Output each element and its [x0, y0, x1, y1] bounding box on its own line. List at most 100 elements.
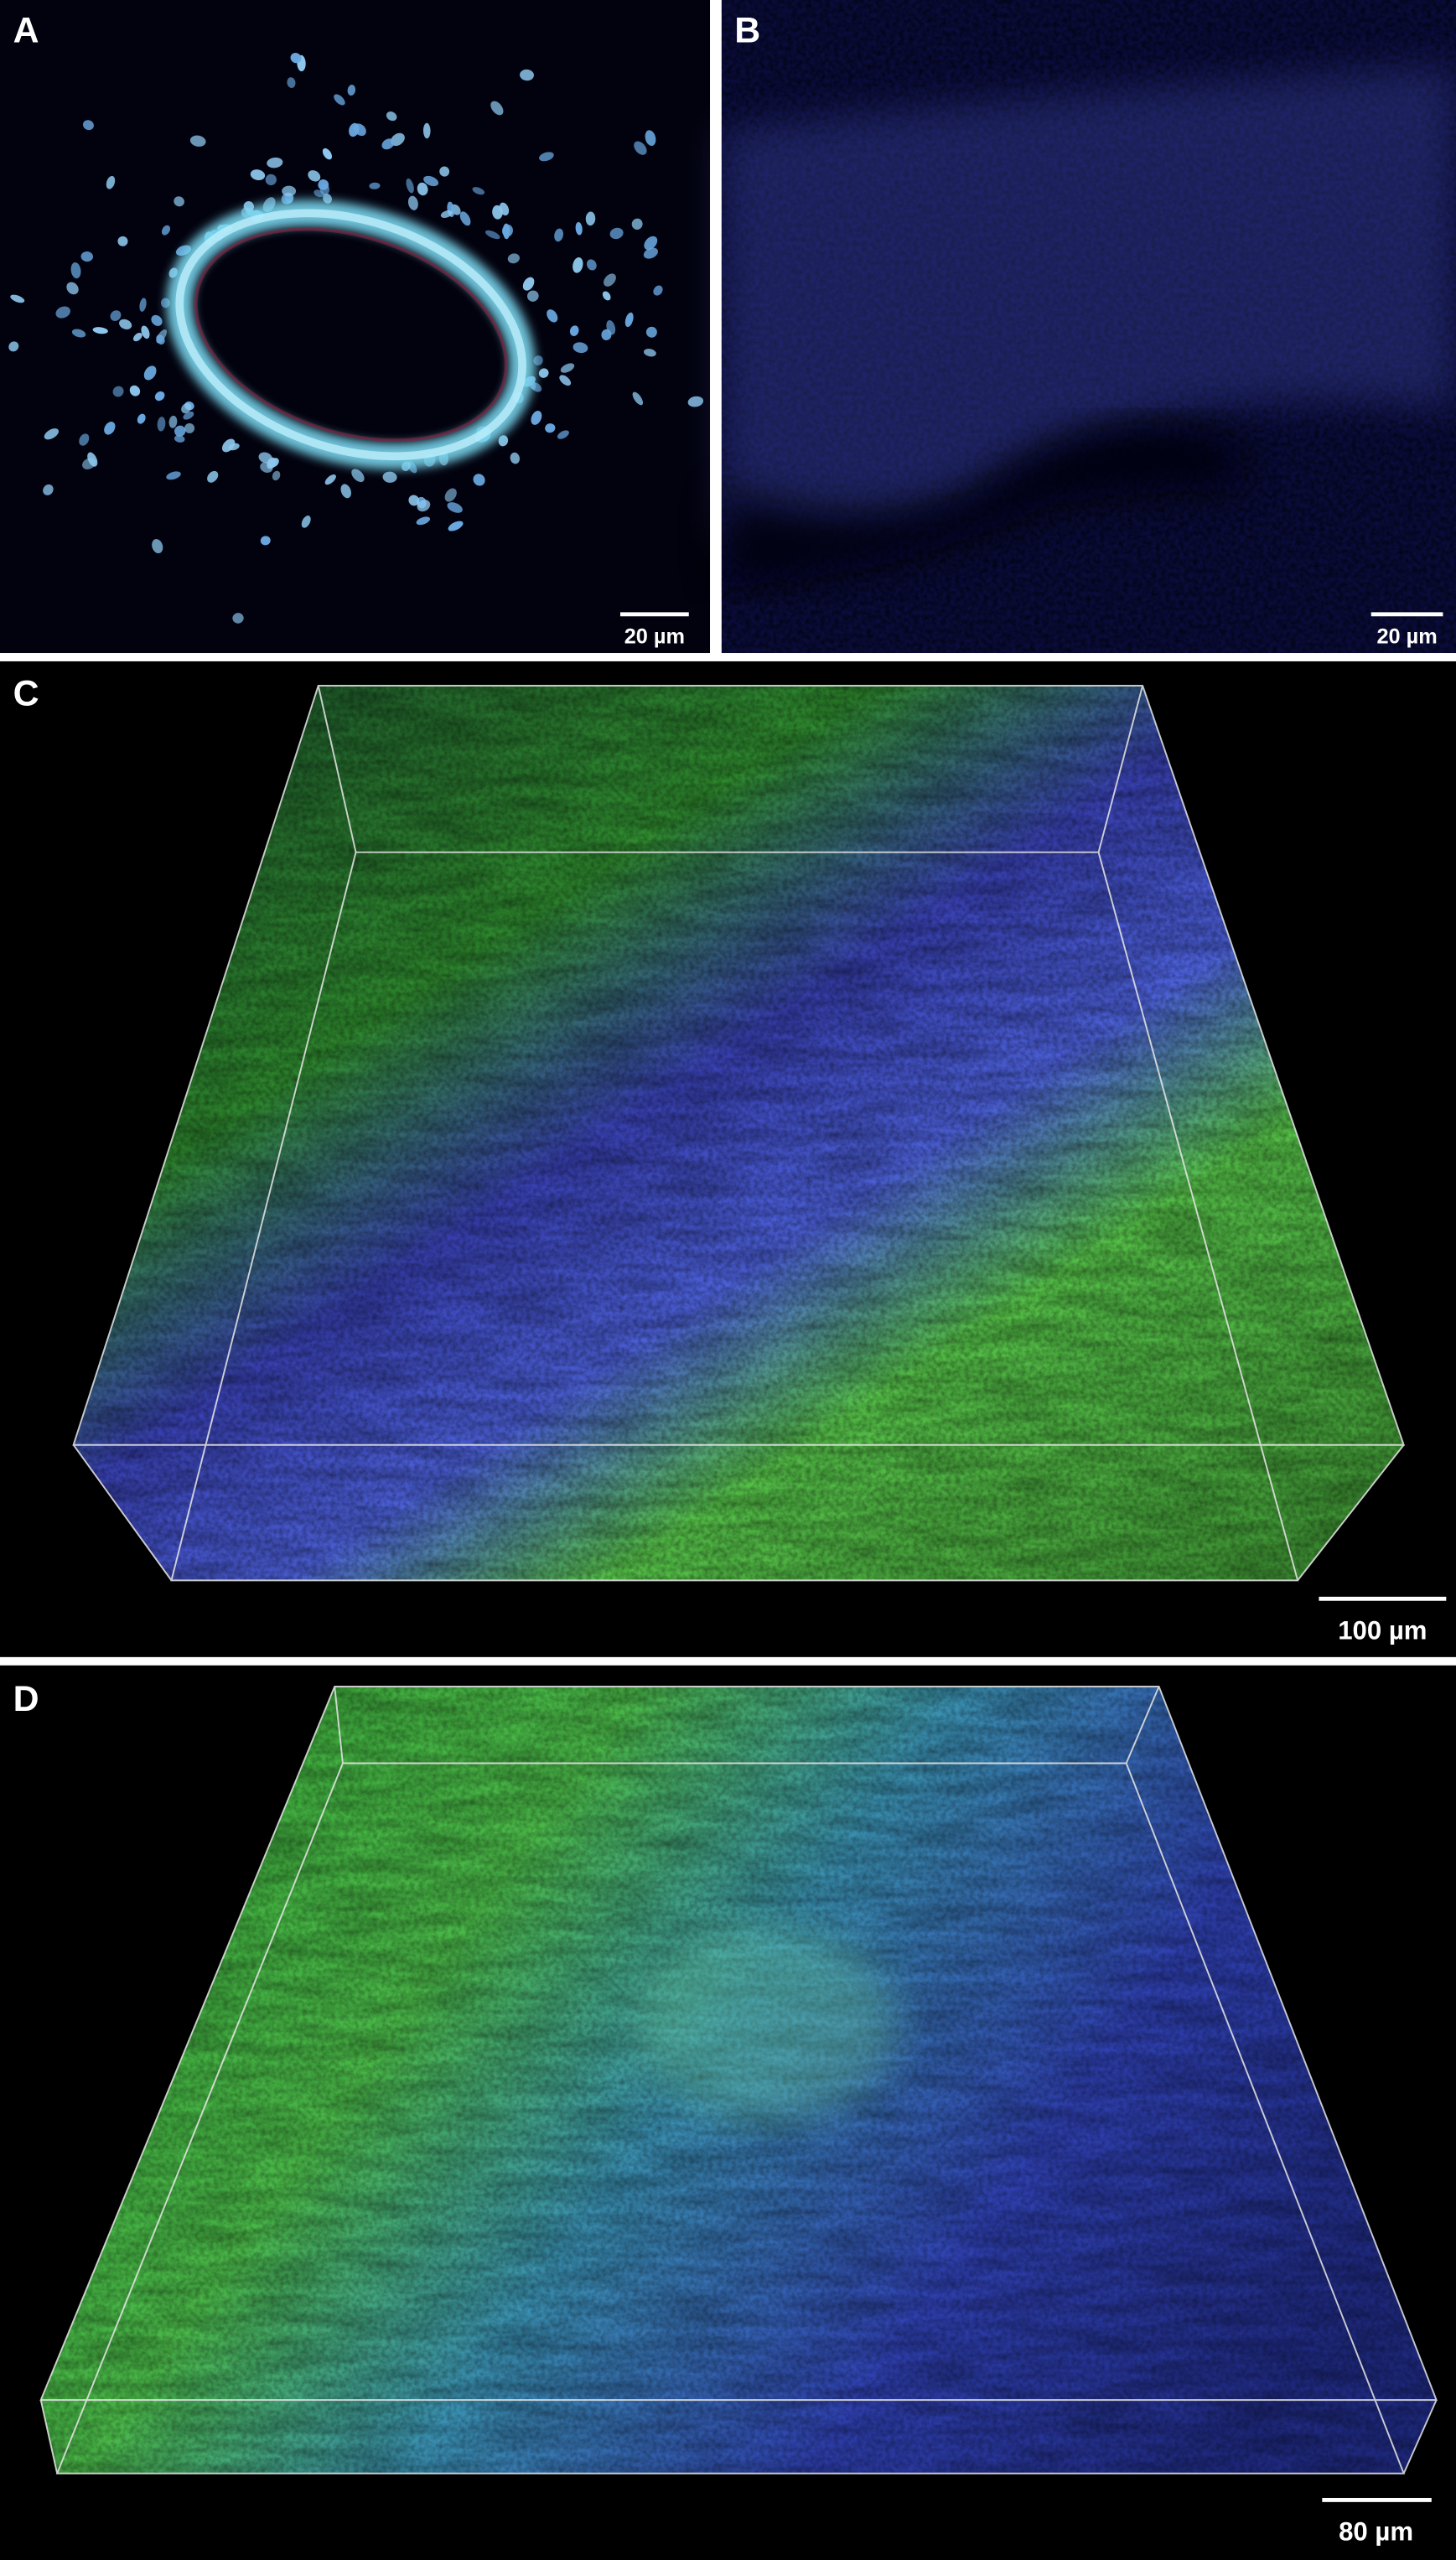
nucleus [347, 85, 356, 96]
nucleus [189, 135, 206, 147]
nucleus [71, 329, 86, 338]
nucleus [531, 411, 542, 425]
nucleus [282, 185, 297, 197]
nucleus [166, 471, 181, 480]
panel-label: C [13, 673, 39, 713]
nucleus [624, 312, 634, 328]
panel-d: D 80 µm [0, 1665, 1456, 2560]
nucleus [554, 228, 563, 242]
nucleus [520, 69, 534, 81]
nucleus [573, 257, 583, 273]
divider [0, 653, 1456, 661]
scale-bar-label: 20 µm [1376, 624, 1437, 648]
nucleus [80, 251, 94, 262]
nucleus [66, 282, 79, 295]
nucleus [318, 179, 329, 190]
nucleus [501, 224, 513, 237]
nucleus [423, 175, 439, 187]
nucleus [92, 327, 108, 334]
nucleus [260, 462, 273, 473]
nucleus [106, 175, 116, 189]
nucleus [381, 138, 395, 150]
nucleus [448, 521, 464, 531]
panel-label: D [13, 1679, 39, 1719]
nucleus [183, 411, 194, 420]
nucleus [143, 365, 157, 381]
nucleus [473, 474, 485, 486]
panel-label: B [734, 11, 760, 51]
nucleus [569, 325, 579, 336]
nucleus [406, 178, 414, 194]
nucleus [232, 613, 244, 624]
nucleus [498, 435, 509, 447]
nucleus [132, 332, 142, 342]
nucleus [156, 334, 165, 345]
nucleus [573, 342, 588, 354]
nucleus [604, 273, 616, 287]
nucleus [559, 375, 572, 386]
scale-bar [1371, 612, 1443, 617]
nucleus [407, 195, 418, 210]
nucleus [369, 182, 381, 189]
nucleus [526, 290, 539, 302]
nucleus [533, 355, 543, 365]
nucleus [313, 189, 324, 198]
nucleus [267, 157, 283, 168]
scale-bar [1322, 2497, 1432, 2502]
nucleus [82, 458, 96, 469]
nucleus [645, 326, 657, 338]
nucleus [340, 484, 351, 499]
nucleus [382, 471, 397, 483]
nucleus [643, 349, 656, 357]
nucleus [308, 170, 321, 182]
bounding-box [39, 1686, 1438, 2474]
nucleus [545, 423, 556, 433]
divider [0, 1656, 1456, 1666]
nucleus [557, 430, 569, 439]
nucleus [547, 309, 558, 323]
nucleus [322, 148, 333, 160]
nucleus [110, 310, 122, 321]
nucleus [602, 291, 611, 301]
panel-a: A 20 µm [0, 0, 711, 654]
nucleus [447, 502, 463, 513]
nucleus [653, 285, 663, 296]
scale-bar-label: 20 µm [624, 624, 685, 648]
nucleus [258, 452, 272, 464]
nucleus [422, 122, 431, 139]
nucleus [55, 306, 70, 319]
nucleus [181, 402, 192, 414]
nucleus [687, 396, 704, 407]
nucleus [228, 443, 240, 451]
nucleus [634, 141, 647, 155]
nucleus [44, 428, 60, 440]
nucleus [444, 488, 457, 502]
nucleus [416, 516, 431, 526]
nucleus [586, 259, 597, 271]
nucleus [174, 425, 186, 437]
nucleus [417, 182, 428, 196]
nucleus [301, 516, 311, 528]
nucleus [510, 452, 520, 464]
nucleus [417, 500, 431, 512]
nucleus [168, 415, 178, 428]
nucleus [117, 236, 128, 246]
nucleus [408, 495, 420, 506]
nucleus [70, 262, 81, 279]
nucleus [606, 320, 616, 335]
scale-bar [619, 612, 689, 617]
nucleus [82, 120, 94, 131]
nucleus [174, 435, 185, 443]
nucleus [129, 385, 141, 396]
nucleus [260, 536, 271, 546]
nucleus [386, 111, 397, 122]
nucleus [10, 294, 25, 303]
nucleus [119, 319, 132, 329]
nucleus [349, 122, 360, 137]
panel-c: C 100 µm [0, 661, 1456, 1657]
nucleus [459, 211, 471, 226]
nucleus [174, 196, 184, 207]
nucleus [609, 227, 624, 240]
nucleus [632, 391, 644, 406]
